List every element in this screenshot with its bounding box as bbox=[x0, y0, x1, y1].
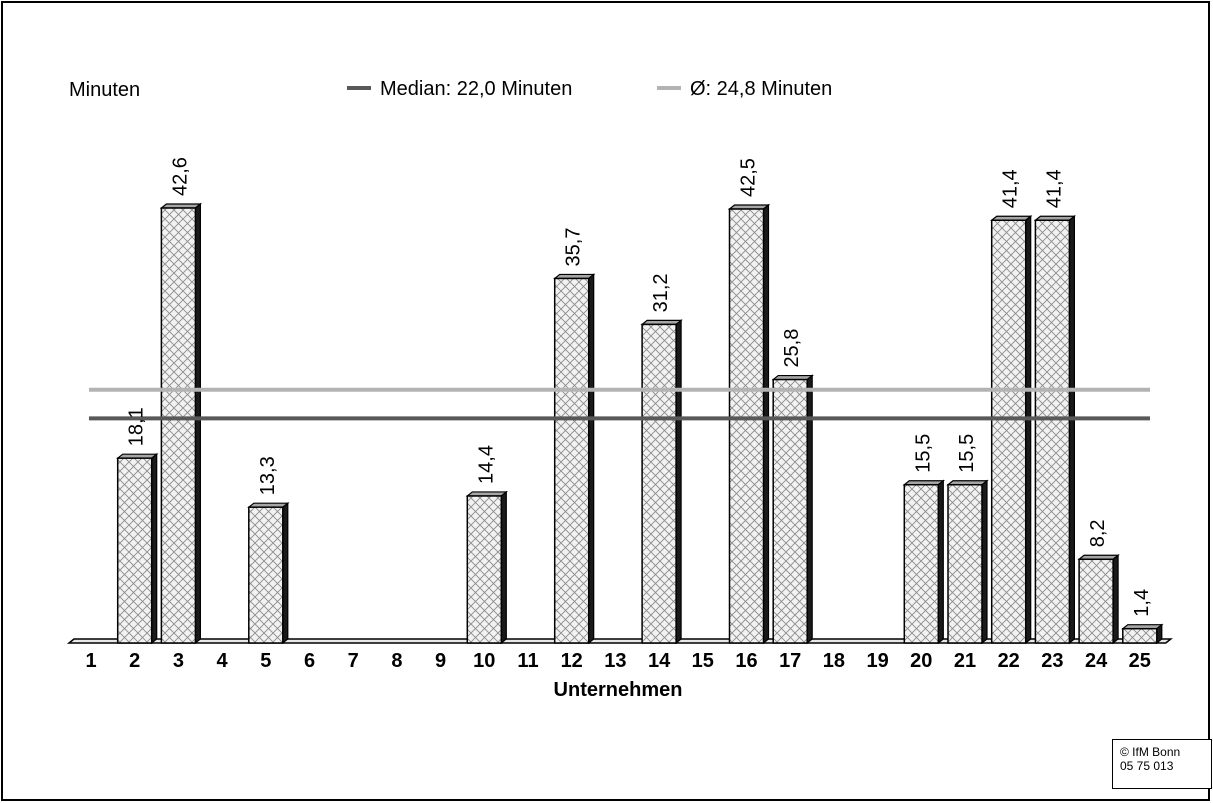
x-tick-label: 7 bbox=[348, 650, 359, 672]
x-tick-label: 16 bbox=[735, 650, 757, 672]
bar bbox=[1033, 215, 1077, 645]
credit-box: © IfM Bonn 05 75 013 bbox=[1112, 739, 1212, 789]
bar bbox=[946, 479, 989, 645]
bar-front bbox=[772, 378, 808, 644]
x-tick-label: 23 bbox=[1041, 650, 1063, 672]
bar bbox=[771, 374, 814, 645]
data-label: 15,5 bbox=[956, 434, 978, 473]
x-tick-label: 20 bbox=[910, 650, 932, 672]
x-tick-label: 2 bbox=[129, 650, 140, 672]
bar-front bbox=[553, 277, 590, 644]
x-tick-label: 4 bbox=[217, 650, 229, 672]
data-label: 42,5 bbox=[738, 158, 760, 197]
x-tick-label: 25 bbox=[1129, 650, 1151, 672]
x-tick-label: 12 bbox=[561, 650, 583, 672]
data-label: 42,6 bbox=[169, 157, 191, 196]
bar bbox=[902, 479, 946, 645]
credit-copyright: © IfM Bonn bbox=[1120, 745, 1181, 759]
bar bbox=[159, 202, 203, 645]
x-tick-label: 11 bbox=[517, 650, 538, 672]
data-label: 35,7 bbox=[563, 228, 585, 267]
legend-label: Ø: 24,8 Minuten bbox=[690, 78, 832, 100]
bar bbox=[727, 203, 771, 645]
data-label: 18,1 bbox=[126, 407, 148, 446]
x-tick-label: 17 bbox=[779, 650, 801, 672]
x-axis-label: Unternehmen bbox=[554, 679, 683, 701]
x-tick-label: 21 bbox=[954, 650, 976, 672]
data-label: 15,5 bbox=[912, 434, 934, 473]
x-tick-label: 1 bbox=[85, 650, 96, 672]
bar bbox=[640, 319, 683, 645]
bar-front bbox=[947, 483, 983, 644]
legend-item: Median: 22,0 Minuten bbox=[347, 78, 572, 100]
x-tick-label: 8 bbox=[391, 650, 402, 672]
x-tick-label: 13 bbox=[604, 650, 626, 672]
data-label: 8,2 bbox=[1087, 519, 1109, 547]
x-tick-label: 18 bbox=[823, 650, 845, 672]
x-tick-label: 15 bbox=[692, 650, 714, 672]
x-tick-label: 5 bbox=[260, 650, 271, 672]
bar-front bbox=[728, 208, 765, 644]
x-tick-label: 14 bbox=[648, 650, 671, 672]
bar-front bbox=[1122, 627, 1158, 644]
data-label: 31,2 bbox=[650, 273, 672, 312]
data-label: 14,4 bbox=[475, 445, 497, 484]
data-label: 41,4 bbox=[1000, 169, 1022, 208]
legend-label: Median: 22,0 Minuten bbox=[380, 78, 572, 100]
bar bbox=[552, 273, 596, 645]
bar-front bbox=[990, 219, 1027, 644]
bar-front bbox=[641, 323, 677, 644]
bar-front bbox=[903, 483, 940, 644]
x-tick-label: 22 bbox=[998, 650, 1020, 672]
y-axis-label: Minuten bbox=[69, 79, 140, 101]
bar-front bbox=[160, 207, 197, 644]
legend-item: Ø: 24,8 Minuten bbox=[657, 78, 832, 100]
bar bbox=[1077, 554, 1120, 645]
data-label: 41,4 bbox=[1043, 169, 1065, 208]
bar-front bbox=[1034, 219, 1071, 644]
bar bbox=[989, 215, 1033, 645]
x-tick-label: 6 bbox=[304, 650, 315, 672]
data-label: 25,8 bbox=[781, 329, 803, 368]
bar-front bbox=[466, 495, 503, 644]
data-label: 1,4 bbox=[1131, 589, 1153, 617]
x-tick-label: 10 bbox=[473, 650, 495, 672]
bar-chart: 18,1 42,6 13,3 14,4 35,7 31,2 42,5 25,8 15,5 15,5… bbox=[66, 78, 1173, 701]
bar bbox=[115, 452, 159, 645]
x-tick-label: 24 bbox=[1085, 650, 1108, 672]
bar bbox=[1121, 623, 1164, 645]
credit-code: 05 75 013 bbox=[1120, 759, 1174, 773]
bar bbox=[465, 490, 509, 645]
x-tick-label: 3 bbox=[173, 650, 184, 672]
bar-front bbox=[116, 457, 153, 644]
bar bbox=[247, 501, 290, 645]
x-tick-label: 9 bbox=[435, 650, 446, 672]
bar-front bbox=[248, 506, 284, 644]
data-label: 13,3 bbox=[257, 456, 279, 495]
bar-front bbox=[1078, 558, 1114, 644]
x-tick-label: 19 bbox=[866, 650, 888, 672]
